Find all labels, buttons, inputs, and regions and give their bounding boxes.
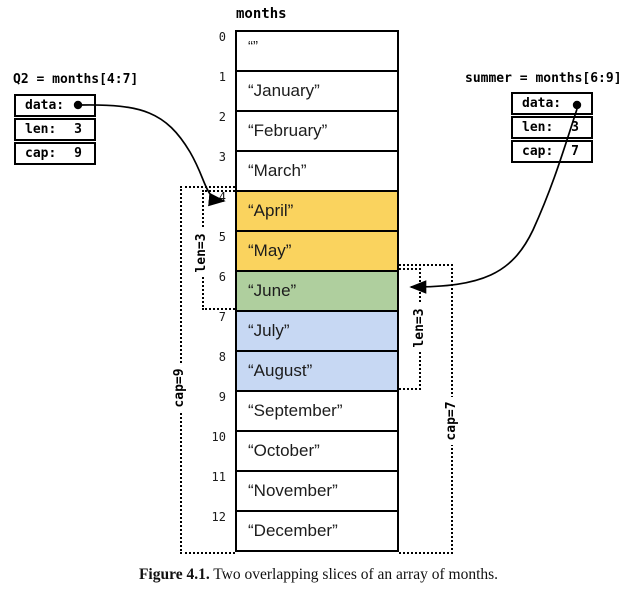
array-index: 1: [218, 70, 226, 84]
array-index: 8: [218, 350, 226, 364]
summer-cap-bracket-label: cap=7: [444, 397, 460, 445]
array-index: 12: [211, 510, 226, 524]
array-cell-overlap: “June”: [235, 270, 399, 312]
array-cell-q2-start: “April”: [235, 190, 399, 232]
array-cell: “September”: [235, 390, 399, 432]
array-cell: “August”: [235, 350, 399, 392]
figure-caption-number: Figure 4.1.: [138, 566, 210, 583]
summer-len-field: len: 3: [511, 116, 593, 139]
array-index: 10: [211, 430, 226, 444]
summer-len-label: len:: [522, 120, 554, 135]
summer-cap-value: 7: [571, 144, 579, 159]
q2-slice-title: Q2 = months[4:7]: [13, 72, 139, 87]
array-cell: “January”: [235, 70, 399, 112]
array-cell: “March”: [235, 150, 399, 192]
q2-cap-bracket-label: cap=9: [172, 364, 188, 412]
q2-len-bracket-label: len=3: [194, 229, 210, 277]
q2-len-value: 3: [74, 122, 82, 137]
array-title: months: [236, 6, 287, 22]
figure-caption: Figure 4.1. Two overlapping slices of an…: [0, 566, 637, 584]
figure-caption-text: Two overlapping slices of an array of mo…: [209, 566, 499, 583]
array-cell: “November”: [235, 470, 399, 512]
array-index: 7: [218, 310, 226, 324]
array-index: 11: [211, 470, 226, 484]
summer-data-field: data:: [511, 92, 593, 115]
array-index: 0: [218, 30, 226, 44]
array-index: 3: [218, 150, 226, 164]
array-index: 9: [218, 390, 226, 404]
array-cell: “February”: [235, 110, 399, 152]
array-index: 5: [218, 230, 226, 244]
array-cell: “May”: [235, 230, 399, 272]
array-index: 6: [218, 270, 226, 284]
array-cell: “July”: [235, 310, 399, 352]
array-cell: “”: [235, 30, 399, 72]
summer-len-value: 3: [571, 120, 579, 135]
summer-slice-title: summer = months[6:9]: [465, 71, 622, 86]
q2-data-label: data:: [25, 98, 65, 113]
array-index: 2: [218, 110, 226, 124]
q2-data-field: data:: [14, 94, 96, 117]
summer-len-bracket-label: len=3: [412, 304, 428, 352]
q2-cap-field: cap: 9: [14, 142, 96, 165]
q2-len-field: len: 3: [14, 118, 96, 141]
q2-len-label: len:: [25, 122, 57, 137]
summer-cap-label: cap:: [522, 144, 554, 159]
array-cell: “October”: [235, 430, 399, 472]
q2-cap-value: 9: [74, 146, 82, 161]
summer-cap-field: cap: 7: [511, 140, 593, 163]
summer-data-label: data:: [522, 96, 562, 111]
array-cell: “December”: [235, 510, 399, 552]
q2-cap-label: cap:: [25, 146, 57, 161]
